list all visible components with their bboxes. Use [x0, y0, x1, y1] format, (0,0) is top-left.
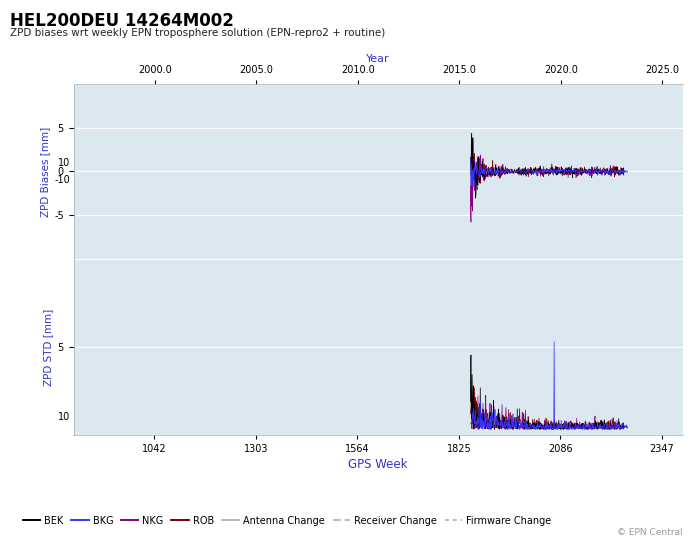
Text: © EPN Central: © EPN Central	[617, 528, 682, 537]
X-axis label: GPS Week: GPS Week	[349, 458, 407, 471]
Text: -10: -10	[55, 175, 71, 185]
Y-axis label: ZPD STD [mm]: ZPD STD [mm]	[43, 308, 53, 386]
Legend: BEK, BKG, NKG, ROB, Antenna Change, Receiver Change, Firmware Change: BEK, BKG, NKG, ROB, Antenna Change, Rece…	[19, 512, 555, 530]
Text: HEL200DEU 14264M002: HEL200DEU 14264M002	[10, 12, 234, 30]
X-axis label: Year: Year	[366, 54, 390, 64]
Text: 10: 10	[58, 158, 71, 168]
Y-axis label: ZPD Biases [mm]: ZPD Biases [mm]	[40, 126, 50, 217]
Text: ZPD biases wrt weekly EPN troposphere solution (EPN-repro2 + routine): ZPD biases wrt weekly EPN troposphere so…	[10, 28, 386, 38]
Text: 10: 10	[58, 412, 71, 422]
